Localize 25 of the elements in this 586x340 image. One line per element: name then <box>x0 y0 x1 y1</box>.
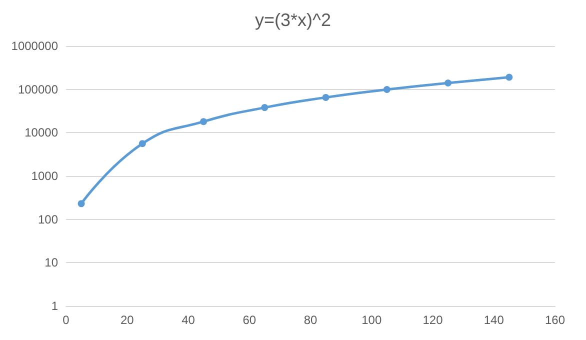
y-tick-label: 1000000 <box>11 39 58 53</box>
point <box>322 94 330 101</box>
x-tick-label: 60 <box>242 313 256 327</box>
x-tick-label: 0 <box>62 313 70 327</box>
y-tick-label: 10000 <box>24 126 58 140</box>
point <box>78 200 85 208</box>
x-tick-label: 20 <box>120 313 134 327</box>
point <box>138 140 146 148</box>
x-tick-label: 140 <box>484 313 504 327</box>
point <box>506 74 513 81</box>
y-tick-label: 100 <box>38 212 58 226</box>
y-tick-label: 1 <box>51 299 58 313</box>
point <box>261 104 268 112</box>
x-tick-label: 40 <box>182 313 196 327</box>
y-tick-label: 10 <box>44 256 58 270</box>
point <box>200 118 208 126</box>
y-tick-label: 100000 <box>18 82 58 96</box>
x-tick-label: 100 <box>362 313 382 327</box>
point <box>444 80 452 86</box>
x-tick-label: 80 <box>304 313 318 327</box>
x-tick-label: 120 <box>422 313 444 327</box>
x-tick-label: 160 <box>544 313 566 327</box>
point <box>383 86 390 94</box>
y-tick-label: 1000 <box>31 169 58 183</box>
chart-title: y=(3*x)^2 <box>255 10 331 30</box>
